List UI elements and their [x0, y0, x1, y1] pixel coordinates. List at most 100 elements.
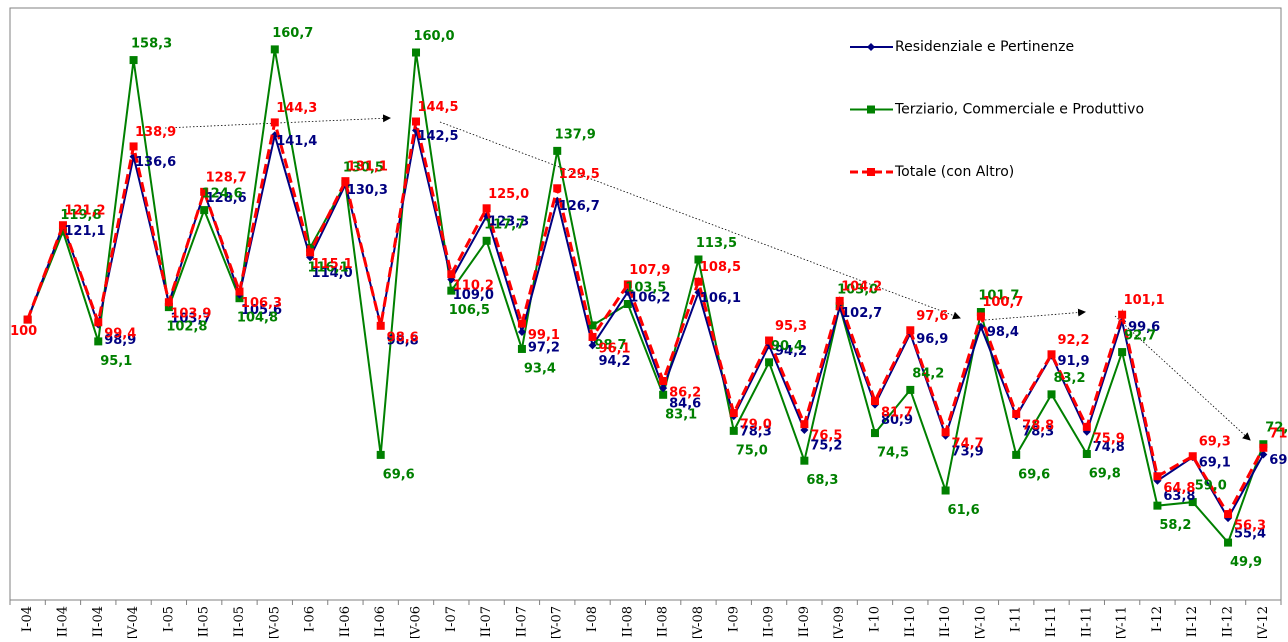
data-label: 142,5 [417, 129, 458, 144]
data-label: 59,0 [1195, 479, 1227, 494]
point [1012, 450, 1021, 459]
x-tick-label: IV-07 [550, 606, 565, 638]
x-tick-label: III-04 [91, 606, 106, 638]
x-tick-label: II-05 [197, 606, 212, 637]
point [941, 428, 950, 437]
data-label: 69,3 [1199, 435, 1231, 450]
data-label: 101,1 [1124, 293, 1165, 308]
x-tick-label: III-05 [232, 606, 247, 638]
point [517, 319, 526, 328]
point [659, 384, 668, 393]
data-label: 56,3 [1234, 519, 1266, 534]
point [694, 277, 703, 286]
point [1259, 443, 1268, 452]
data-label: 78,3 [1022, 425, 1054, 440]
data-label: 123,3 [488, 214, 529, 229]
data-label: 104,8 [237, 311, 278, 326]
data-label: 108,5 [700, 260, 741, 275]
point [835, 296, 844, 305]
x-tick-label: II-08 [620, 606, 635, 637]
x-tick-label: I-09 [726, 606, 741, 632]
point [1153, 472, 1162, 481]
x-tick-label: IV-05 [267, 606, 282, 638]
trend-arrow [439, 121, 961, 320]
data-label: 81,7 [881, 406, 913, 421]
point [588, 321, 597, 330]
data-label: 98,7 [595, 338, 627, 353]
point [94, 318, 103, 327]
data-label: 96,9 [916, 332, 948, 347]
x-tick-label: II-04 [55, 606, 70, 637]
series-line [26, 49, 1265, 545]
point [517, 328, 526, 337]
x-tick-label: III-12 [1221, 606, 1236, 638]
data-label: 102,7 [841, 306, 882, 321]
data-label: 75,2 [810, 438, 842, 453]
data-label: 100,7 [982, 295, 1023, 310]
point [94, 337, 103, 346]
data-label: 49,9 [1230, 555, 1262, 570]
x-tick-label: I-11 [1009, 606, 1024, 632]
point [1118, 348, 1127, 357]
point [1118, 310, 1127, 319]
data-label: 83,1 [665, 407, 697, 422]
point [765, 358, 774, 367]
x-tick-label: II-12 [1185, 606, 1200, 637]
data-label: 69,6 [383, 467, 415, 482]
data-label: 160,0 [413, 29, 454, 44]
x-tick-label: II-09 [762, 606, 777, 637]
point [694, 255, 703, 264]
point [412, 117, 421, 126]
data-label: 126,7 [559, 199, 600, 214]
point [129, 56, 138, 65]
x-tick-label: I-07 [444, 606, 459, 632]
data-label: 101,7 [978, 289, 1019, 304]
data-label: 64,8 [1163, 481, 1195, 496]
point [1153, 501, 1162, 510]
point [306, 248, 315, 257]
series-line [26, 121, 1265, 518]
data-label: 128,7 [206, 170, 247, 185]
data-label: 116,1 [308, 260, 349, 275]
point [941, 486, 950, 495]
x-tick-label: II-07 [479, 606, 494, 637]
data-label: 92,7 [1124, 329, 1156, 344]
x-tick-label: I-04 [20, 606, 35, 632]
point [800, 456, 809, 465]
data-label: 103,5 [625, 281, 666, 296]
point [376, 321, 385, 330]
data-label: 99,4 [104, 327, 136, 342]
point [553, 184, 562, 193]
x-tick-label: III-11 [1079, 606, 1094, 638]
data-label: 97,2 [528, 341, 560, 356]
point [270, 118, 279, 127]
point [58, 221, 67, 230]
data-label: 158,3 [131, 37, 172, 52]
data-label: 74,5 [877, 446, 909, 461]
point [58, 227, 67, 236]
data-label: 84,2 [912, 366, 944, 381]
point [659, 390, 668, 399]
data-label: 69,7 [1269, 453, 1288, 468]
data-label: 103,0 [837, 283, 878, 298]
data-label: 160,7 [272, 26, 313, 41]
x-tick-label: III-09 [797, 606, 812, 638]
point [447, 270, 456, 279]
data-label: 131,1 [347, 160, 388, 175]
legend-label: Totale (con Altro) [894, 164, 1014, 180]
point [588, 332, 597, 341]
data-label: 68,3 [806, 473, 838, 488]
point [1188, 452, 1197, 461]
x-tick-label: I-12 [1150, 606, 1165, 632]
data-label: 96,1 [599, 341, 631, 356]
point [553, 146, 562, 155]
data-label: 106,1 [700, 291, 741, 306]
point [412, 48, 421, 57]
data-label: 75,0 [736, 443, 768, 458]
data-label: 90,4 [771, 339, 803, 354]
data-label: 125,0 [488, 187, 529, 202]
point [164, 298, 173, 307]
x-tick-label: II-11 [1044, 606, 1059, 637]
data-label: 107,9 [629, 263, 670, 278]
